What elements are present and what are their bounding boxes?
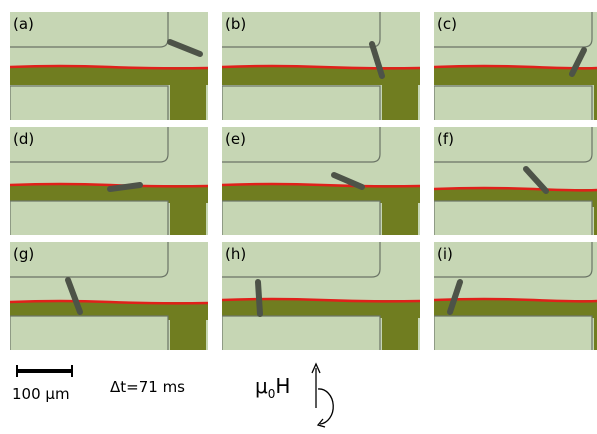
panel-image [434, 127, 597, 249]
panel-label: (h) [225, 245, 246, 263]
panel-image [10, 242, 208, 362]
side-channel [170, 302, 206, 362]
panel-grid: (a) (b) (c) (d) (e) (f) (g) (h) (i) [10, 12, 597, 362]
panel-image [222, 127, 420, 245]
side-channel [382, 185, 418, 245]
panel: (f) [434, 127, 597, 249]
panel-label: (f) [437, 130, 454, 148]
panel-label: (a) [13, 15, 34, 33]
panel: (d) [10, 127, 208, 245]
panel: (g) [10, 242, 208, 362]
lower-block [434, 86, 592, 126]
lower-block [434, 201, 592, 241]
panel: (i) [434, 242, 597, 360]
panel: (e) [222, 127, 420, 245]
rod [110, 185, 140, 189]
lower-block [10, 316, 168, 356]
lower-block [10, 201, 168, 241]
panel-label: (b) [225, 15, 246, 33]
panel-image [222, 242, 420, 360]
panel-label: (i) [437, 245, 453, 263]
lower-block [222, 86, 380, 126]
panel-label: (d) [13, 130, 34, 148]
lower-block [222, 316, 380, 356]
lower-block [222, 201, 380, 241]
figure: (a) (b) (c) (d) (e) (f) (g) (h) (i) 100 μm Δt=71… [0, 0, 597, 430]
panel-label: (g) [13, 245, 34, 263]
panel-image [10, 12, 208, 127]
panel-image [434, 242, 597, 360]
side-channel [382, 67, 418, 127]
lower-block [434, 316, 592, 356]
field-label: μ0H [255, 374, 290, 401]
panel-label: (c) [437, 15, 457, 33]
panel: (h) [222, 242, 420, 360]
time-step: Δt=71 ms [110, 378, 185, 396]
side-channel [170, 67, 206, 127]
panel: (a) [10, 12, 208, 127]
panel-image [10, 127, 208, 245]
field-letter: H [275, 374, 290, 398]
channel [434, 300, 597, 318]
scale-bar-label: 100 μm [12, 385, 70, 403]
field-symbol: μ [255, 374, 268, 398]
panel: (c) [434, 12, 597, 127]
lower-block [10, 86, 168, 126]
rotation-arrow [318, 389, 333, 424]
side-channel [382, 300, 418, 360]
panel: (b) [222, 12, 420, 127]
side-channel [170, 185, 206, 245]
panel-image [434, 12, 597, 127]
panel-label: (e) [225, 130, 246, 148]
rod [258, 282, 260, 314]
panel-image [222, 12, 420, 127]
field-subscript: 0 [268, 387, 276, 401]
